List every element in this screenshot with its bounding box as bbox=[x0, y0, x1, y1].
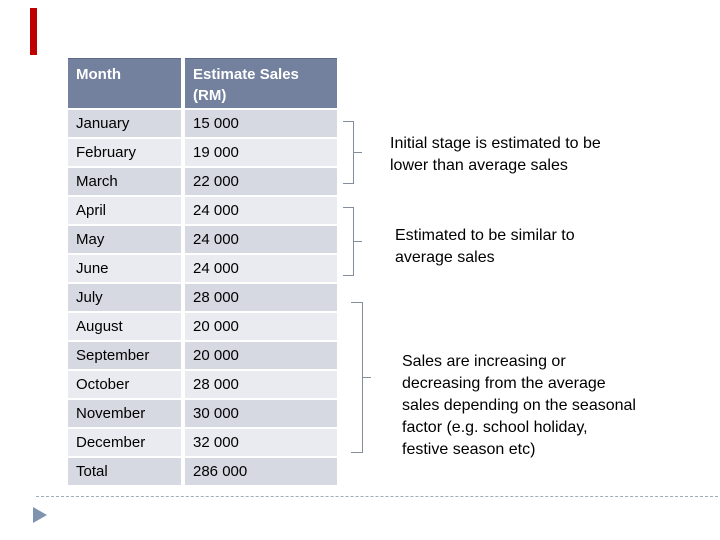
brace-group-jul-dec bbox=[351, 302, 371, 453]
month-cell: August bbox=[68, 313, 181, 340]
month-cell: November bbox=[68, 400, 181, 427]
brace-tick bbox=[354, 240, 362, 242]
sales-cell: 30 000 bbox=[185, 400, 337, 427]
sales-cell: 15 000 bbox=[185, 110, 337, 137]
brace-tick bbox=[363, 376, 371, 378]
table-row: August 20 000 bbox=[68, 313, 337, 340]
month-cell: December bbox=[68, 429, 181, 456]
table-row: December 32 000 bbox=[68, 429, 337, 456]
month-cell: January bbox=[68, 110, 181, 137]
table-row: November 30 000 bbox=[68, 400, 337, 427]
table-row: February 19 000 bbox=[68, 139, 337, 166]
table-row: May 24 000 bbox=[68, 226, 337, 253]
triangle-bullet-icon bbox=[33, 507, 47, 523]
month-cell: May bbox=[68, 226, 181, 253]
month-cell: February bbox=[68, 139, 181, 166]
month-cell: September bbox=[68, 342, 181, 369]
table-row: October 28 000 bbox=[68, 371, 337, 398]
sales-cell: 20 000 bbox=[185, 313, 337, 340]
brace-group-jan-mar bbox=[343, 121, 362, 184]
table-row: July 28 000 bbox=[68, 284, 337, 311]
sales-cell: 22 000 bbox=[185, 168, 337, 195]
table-row: Total 286 000 bbox=[68, 458, 337, 485]
table-header-row: Month Estimate Sales (RM) bbox=[68, 58, 337, 108]
table-row: September 20 000 bbox=[68, 342, 337, 369]
sales-cell: 28 000 bbox=[185, 284, 337, 311]
sales-cell: 19 000 bbox=[185, 139, 337, 166]
month-cell: Total bbox=[68, 458, 181, 485]
table-header-estimate-sales: Estimate Sales (RM) bbox=[185, 58, 337, 108]
sales-cell: 32 000 bbox=[185, 429, 337, 456]
sales-cell: 28 000 bbox=[185, 371, 337, 398]
month-cell: March bbox=[68, 168, 181, 195]
month-cell: April bbox=[68, 197, 181, 224]
month-cell: October bbox=[68, 371, 181, 398]
sales-table: Month Estimate Sales (RM) January 15 000 F… bbox=[68, 58, 337, 487]
table-row: April 24 000 bbox=[68, 197, 337, 224]
sales-cell: 24 000 bbox=[185, 197, 337, 224]
table-row: January 15 000 bbox=[68, 110, 337, 137]
table-row: June 24 000 bbox=[68, 255, 337, 282]
month-cell: July bbox=[68, 284, 181, 311]
sales-cell: 24 000 bbox=[185, 255, 337, 282]
month-cell: June bbox=[68, 255, 181, 282]
footer-dashed-line bbox=[36, 496, 718, 497]
sales-cell: 24 000 bbox=[185, 226, 337, 253]
table-row: March 22 000 bbox=[68, 168, 337, 195]
table-header-month: Month bbox=[68, 58, 181, 108]
brace-group-apr-jun bbox=[343, 207, 362, 276]
annotation-similar-average: Estimated to be similar to average sales bbox=[395, 227, 575, 266]
sales-cell: 286 000 bbox=[185, 458, 337, 485]
annotation-seasonal-factor: Sales are increasing or decreasing from … bbox=[402, 353, 636, 458]
brace-tick bbox=[354, 151, 362, 153]
sales-cell: 20 000 bbox=[185, 342, 337, 369]
red-accent-bar bbox=[30, 8, 37, 55]
table-body: January 15 000 February 19 000 March 22 000 Ap… bbox=[68, 110, 337, 485]
annotation-initial-stage: Initial stage is estimated to be lower t… bbox=[390, 135, 601, 174]
